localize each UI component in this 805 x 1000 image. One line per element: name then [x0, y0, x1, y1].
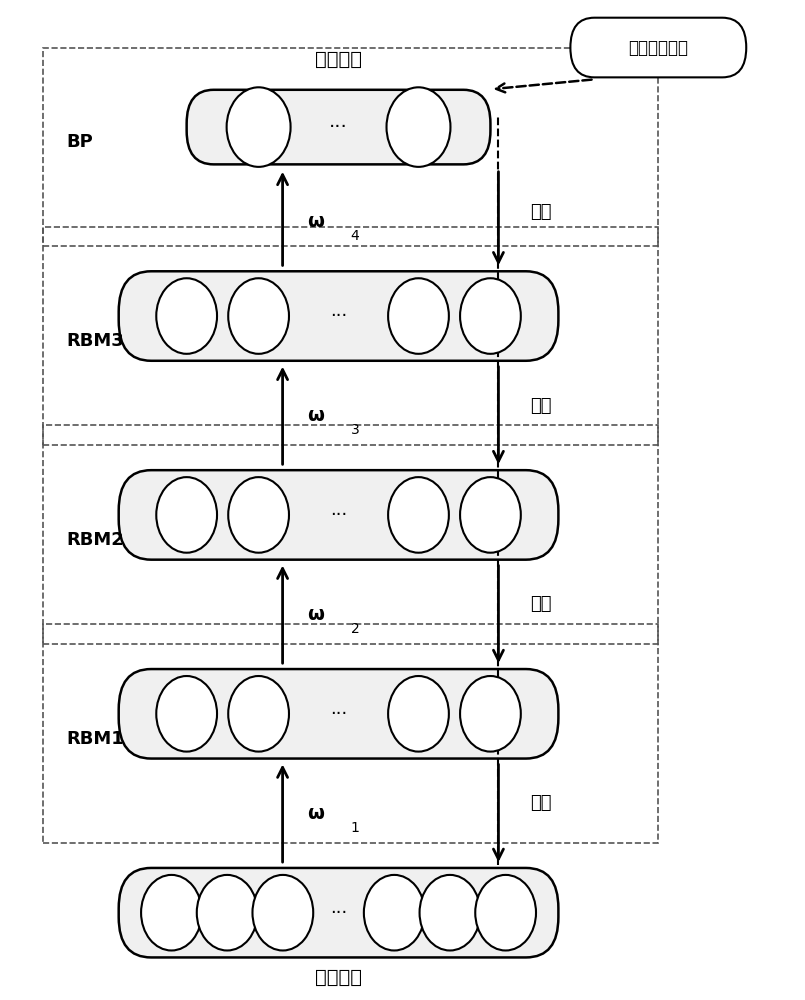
Circle shape: [196, 875, 258, 950]
Text: $\mathbf{\omega}$: $\mathbf{\omega}$: [307, 804, 324, 823]
Text: 2: 2: [350, 622, 359, 636]
Text: RBM1: RBM1: [67, 730, 125, 748]
Circle shape: [229, 477, 289, 553]
Bar: [43, 624, 658, 843]
Bar: [43, 48, 658, 246]
Text: BP: BP: [67, 133, 93, 151]
Text: 微调: 微调: [530, 794, 552, 812]
Circle shape: [388, 477, 449, 553]
Text: 微调: 微调: [530, 397, 552, 415]
Circle shape: [156, 477, 217, 553]
Circle shape: [388, 278, 449, 354]
Circle shape: [386, 87, 451, 167]
Bar: [43, 227, 658, 445]
Text: ···: ···: [330, 705, 347, 723]
Circle shape: [229, 676, 289, 752]
Text: $\mathbf{\omega}$: $\mathbf{\omega}$: [307, 212, 324, 231]
Text: 微调: 微调: [530, 203, 552, 221]
Circle shape: [364, 875, 424, 950]
Text: ···: ···: [329, 118, 348, 137]
Circle shape: [229, 278, 289, 354]
Circle shape: [156, 676, 217, 752]
Circle shape: [419, 875, 481, 950]
Circle shape: [156, 278, 217, 354]
Text: 输入数据: 输入数据: [315, 968, 362, 987]
Circle shape: [253, 875, 313, 950]
Circle shape: [460, 477, 521, 553]
FancyBboxPatch shape: [118, 470, 559, 560]
Bar: [43, 425, 658, 644]
Text: 标准标注信息: 标准标注信息: [629, 39, 688, 57]
FancyBboxPatch shape: [118, 669, 559, 759]
Circle shape: [475, 875, 536, 950]
Text: $\mathbf{\omega}$: $\mathbf{\omega}$: [307, 605, 324, 624]
Text: ···: ···: [330, 307, 347, 325]
FancyBboxPatch shape: [118, 868, 559, 957]
Text: RBM3: RBM3: [67, 332, 125, 350]
Text: 3: 3: [350, 423, 359, 437]
Circle shape: [460, 676, 521, 752]
FancyBboxPatch shape: [118, 271, 559, 361]
Text: $\mathbf{\omega}$: $\mathbf{\omega}$: [307, 406, 324, 425]
FancyBboxPatch shape: [571, 18, 746, 77]
Text: 1: 1: [350, 821, 359, 835]
Text: ···: ···: [330, 506, 347, 524]
Text: RBM2: RBM2: [67, 531, 125, 549]
Circle shape: [388, 676, 449, 752]
Text: 4: 4: [350, 229, 359, 243]
Text: 输出数据: 输出数据: [315, 50, 362, 69]
Circle shape: [141, 875, 202, 950]
Circle shape: [227, 87, 291, 167]
Text: 微调: 微调: [530, 595, 552, 613]
Circle shape: [460, 278, 521, 354]
Text: ···: ···: [330, 904, 347, 922]
FancyBboxPatch shape: [187, 90, 490, 164]
